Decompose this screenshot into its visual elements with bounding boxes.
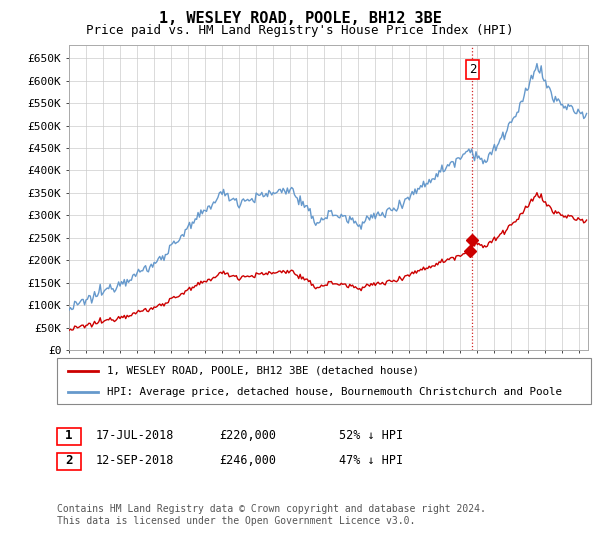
Text: 1, WESLEY ROAD, POOLE, BH12 3BE: 1, WESLEY ROAD, POOLE, BH12 3BE: [158, 11, 442, 26]
Text: 17-JUL-2018: 17-JUL-2018: [96, 429, 175, 442]
Text: 1: 1: [65, 429, 73, 442]
Text: 12-SEP-2018: 12-SEP-2018: [96, 454, 175, 468]
Text: 52% ↓ HPI: 52% ↓ HPI: [339, 429, 403, 442]
Text: Price paid vs. HM Land Registry's House Price Index (HPI): Price paid vs. HM Land Registry's House …: [86, 24, 514, 36]
Text: £220,000: £220,000: [219, 429, 276, 442]
Text: HPI: Average price, detached house, Bournemouth Christchurch and Poole: HPI: Average price, detached house, Bour…: [107, 387, 562, 397]
Text: £246,000: £246,000: [219, 454, 276, 468]
Text: 2: 2: [469, 63, 476, 76]
Text: Contains HM Land Registry data © Crown copyright and database right 2024.
This d: Contains HM Land Registry data © Crown c…: [57, 504, 486, 526]
Text: 1, WESLEY ROAD, POOLE, BH12 3BE (detached house): 1, WESLEY ROAD, POOLE, BH12 3BE (detache…: [107, 366, 419, 376]
Text: 47% ↓ HPI: 47% ↓ HPI: [339, 454, 403, 468]
Text: 2: 2: [65, 454, 73, 468]
